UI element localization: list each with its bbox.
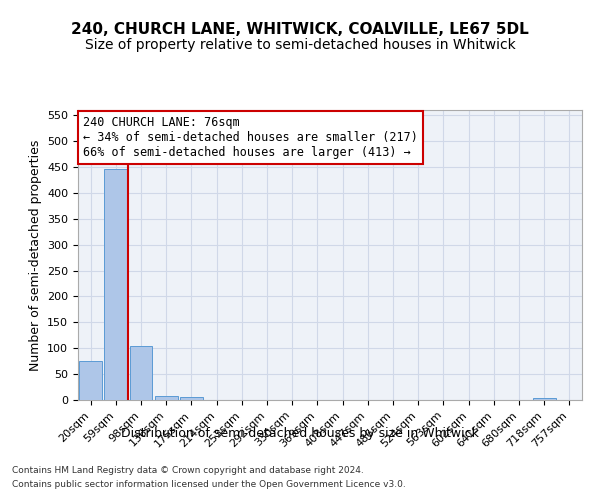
Text: 240 CHURCH LANE: 76sqm
← 34% of semi-detached houses are smaller (217)
66% of se: 240 CHURCH LANE: 76sqm ← 34% of semi-det…	[83, 116, 418, 159]
Text: Contains public sector information licensed under the Open Government Licence v3: Contains public sector information licen…	[12, 480, 406, 489]
Text: Size of property relative to semi-detached houses in Whitwick: Size of property relative to semi-detach…	[85, 38, 515, 52]
Bar	[180, 398, 203, 400]
Text: Distribution of semi-detached houses by size in Whitwick: Distribution of semi-detached houses by …	[121, 428, 479, 440]
Y-axis label: Number of semi-detached properties: Number of semi-detached properties	[29, 140, 41, 370]
Bar	[130, 346, 152, 400]
Bar	[533, 398, 556, 400]
Bar	[104, 168, 127, 400]
Text: 240, CHURCH LANE, WHITWICK, COALVILLE, LE67 5DL: 240, CHURCH LANE, WHITWICK, COALVILLE, L…	[71, 22, 529, 38]
Bar	[79, 361, 102, 400]
Bar	[155, 396, 178, 400]
Text: Contains HM Land Registry data © Crown copyright and database right 2024.: Contains HM Land Registry data © Crown c…	[12, 466, 364, 475]
